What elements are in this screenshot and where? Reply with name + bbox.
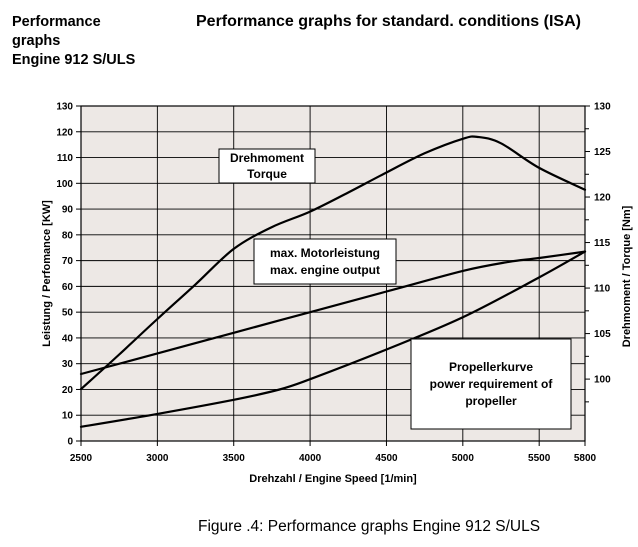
y-tick-label: 80	[62, 230, 74, 241]
y2-axis-label: Drehmoment / Torque [Nm]	[621, 205, 633, 347]
max-engine-output-curve	[79, 250, 587, 376]
x-axis-ticks: 2500 3000 3500 4000 4500 5000 5500 5800	[70, 441, 597, 464]
y2-tick-label: 130	[594, 102, 611, 113]
y-tick-label: 100	[56, 179, 73, 190]
y-tick-label: 90	[62, 205, 74, 216]
chart-title: Performance graphs for standard. conditi…	[196, 13, 581, 30]
annotation-box-frame	[218, 148, 316, 184]
x-tick-label: 5500	[528, 453, 551, 464]
annotation-box: Propellerkurve power requirement of propel…	[410, 338, 572, 430]
x-tick-label: 4500	[375, 453, 398, 464]
header-left-line: graphs	[12, 33, 61, 49]
x-tick-label: 2500	[70, 453, 93, 464]
y-tick-label: 120	[56, 127, 73, 138]
y-tick-label: 70	[62, 256, 74, 267]
x-tick-label: 3000	[146, 453, 169, 464]
annotation-text: max. Motorleistung	[270, 246, 380, 260]
x-tick-label: 5800	[574, 453, 597, 464]
annotation-text: Drehmoment	[230, 151, 304, 165]
x-axis-label: Drehzahl / Engine Speed [1/min]	[249, 473, 417, 485]
header-left-title: Performance graphs Engine 912 S/ULS	[12, 13, 135, 70]
y-axis-ticks: 0 10 20 30 40 50 60 70 80 90 100 110 120 130	[56, 102, 81, 448]
series-lines	[79, 135, 587, 428]
y-tick-label: 10	[62, 411, 74, 422]
y-tick-label: 0	[67, 437, 73, 448]
y-tick-label: 40	[62, 333, 74, 344]
y-tick-label: 20	[62, 385, 74, 396]
annotation-text: Propellerkurve	[449, 360, 533, 374]
annotation-text: power requirement of	[430, 377, 554, 391]
annotation-box-frame	[253, 238, 397, 285]
x-tick-label: 3500	[223, 453, 246, 464]
torque-curve	[79, 135, 587, 391]
y2-tick-label: 105	[594, 329, 611, 340]
y-tick-label: 60	[62, 282, 74, 293]
y2-tick-label: 100	[594, 375, 611, 386]
performance-chart: 2500 3000 3500 4000 4500 5000 5500 5800 0 10 20 30…	[41, 102, 633, 486]
propeller-curve	[79, 250, 587, 428]
x-tick-label: 5000	[452, 453, 475, 464]
annotation-text: max. engine output	[270, 263, 380, 277]
annotation-text: Torque	[247, 167, 287, 181]
y-axis-label: Leistung / Perfomance [KW]	[41, 200, 53, 347]
y2-tick-label: 110	[594, 284, 611, 295]
plot-frame	[80, 105, 586, 442]
y2-tick-label: 115	[594, 238, 611, 249]
y-tick-label: 110	[57, 153, 74, 164]
annotation-box: max. Motorleistung max. engine output	[253, 238, 397, 285]
y2-tick-label: 120	[594, 193, 611, 204]
y2-axis-ticks: 100 105 110 115 120 125 130	[585, 102, 611, 403]
y-tick-label: 30	[62, 359, 74, 370]
annotation-box-frame	[410, 338, 572, 430]
y2-tick-label: 125	[594, 147, 611, 158]
figure-caption: Figure .4: Performance graphs Engine 912…	[198, 518, 541, 535]
annotation-text: propeller	[465, 394, 517, 408]
x-tick-label: 4000	[299, 453, 322, 464]
y-tick-label: 50	[62, 308, 74, 319]
header-left-line: Performance	[12, 14, 101, 30]
annotation-box: Drehmoment Torque	[218, 148, 316, 184]
header-left-line: Engine 912 S/ULS	[12, 52, 136, 68]
y-tick-label: 130	[56, 102, 73, 113]
annotation-boxes: Drehmoment Torque max. Motorleistung max. e…	[218, 148, 572, 430]
